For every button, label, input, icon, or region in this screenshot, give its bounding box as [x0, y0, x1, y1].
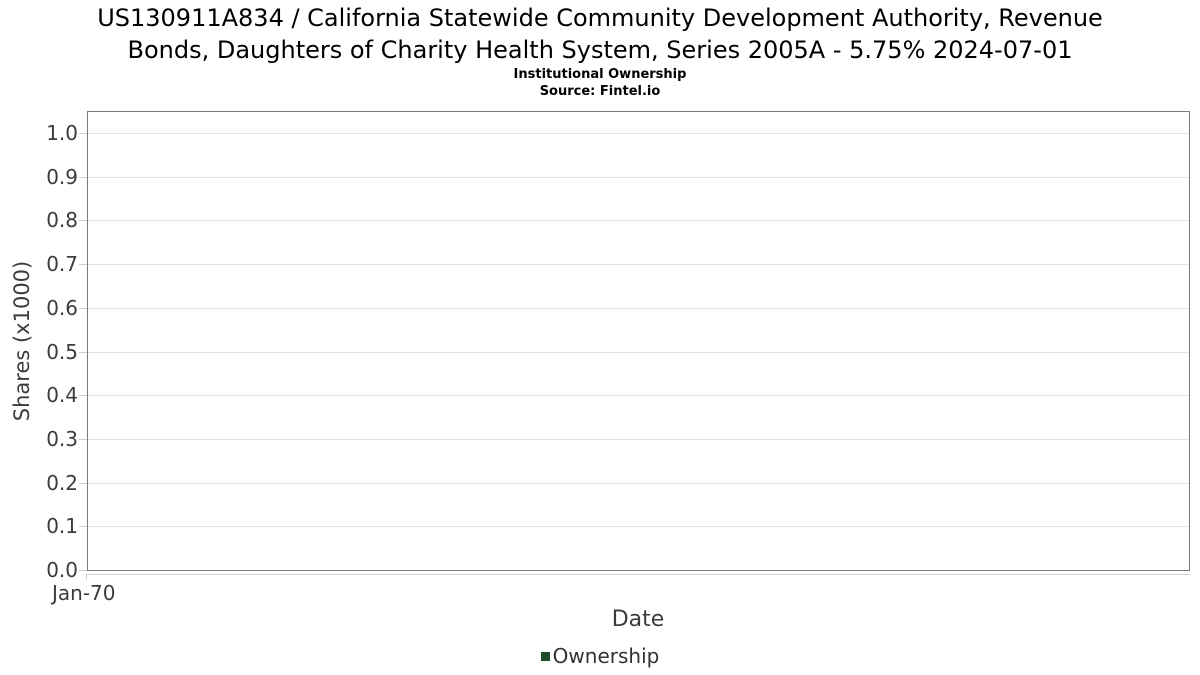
gridline-y-0.9: [88, 177, 1189, 178]
gridline-y-0.5: [88, 352, 1189, 353]
gridline-y-0.8: [88, 220, 1189, 221]
y-tick-mark-0.6: [79, 308, 87, 309]
y-tick-label-0.8: 0.8: [46, 208, 78, 232]
chart-title-line-2: Bonds, Daughters of Charity Health Syste…: [127, 36, 1073, 64]
y-tick-label-0.9: 0.9: [46, 165, 78, 189]
gridline-y-0.4: [88, 395, 1189, 396]
legend-marker-icon: [540, 651, 550, 661]
y-tick-label-0.5: 0.5: [46, 340, 78, 364]
chart-source: Source: Fintel.io: [539, 84, 661, 99]
y-tick-label-0.3: 0.3: [46, 427, 78, 451]
gridline-y-0.1: [88, 526, 1189, 527]
legend: Ownership: [0, 644, 1200, 668]
y-tick-mark-0.9: [79, 177, 87, 178]
chart-title-line-1: US130911A834 / California Statewide Comm…: [97, 4, 1103, 32]
y-tick-mark-0.1: [79, 526, 87, 527]
legend-label: Ownership: [552, 644, 660, 668]
x-axis-tick-label: Jan-70: [52, 581, 116, 605]
y-tick-label-0.7: 0.7: [46, 252, 78, 276]
gridline-y-1.0: [88, 133, 1189, 134]
y-tick-label-0.0: 0.0: [46, 558, 78, 582]
y-tick-label-0.1: 0.1: [46, 514, 78, 538]
y-tick-mark-0.2: [79, 483, 87, 484]
gridline-y-0.2: [88, 483, 1189, 484]
x-axis-tick: [86, 574, 87, 580]
y-tick-label-0.4: 0.4: [46, 383, 78, 407]
plot-area: [87, 111, 1190, 571]
gridline-y-0.7: [88, 264, 1189, 265]
gridline-y-0.3: [88, 439, 1189, 440]
x-axis-line: [86, 574, 1190, 575]
y-tick-mark-0.8: [79, 220, 87, 221]
y-tick-mark-0.7: [79, 264, 87, 265]
y-tick-mark-0.0: [79, 570, 87, 571]
gridline-y-0.6: [88, 308, 1189, 309]
y-tick-mark-0.3: [79, 439, 87, 440]
y-tick-label-1.0: 1.0: [46, 121, 78, 145]
y-tick-label-0.2: 0.2: [46, 471, 78, 495]
y-tick-mark-1.0: [79, 133, 87, 134]
legend-item-ownership[interactable]: Ownership: [540, 644, 660, 668]
chart-subtitle: Institutional Ownership: [513, 67, 687, 82]
y-tick-mark-0.4: [79, 395, 87, 396]
y-tick-label-0.6: 0.6: [46, 296, 78, 320]
x-axis-title: Date: [611, 607, 665, 632]
chart-title: US130911A834 / California Statewide Comm…: [0, 2, 1200, 66]
y-tick-mark-0.5: [79, 352, 87, 353]
